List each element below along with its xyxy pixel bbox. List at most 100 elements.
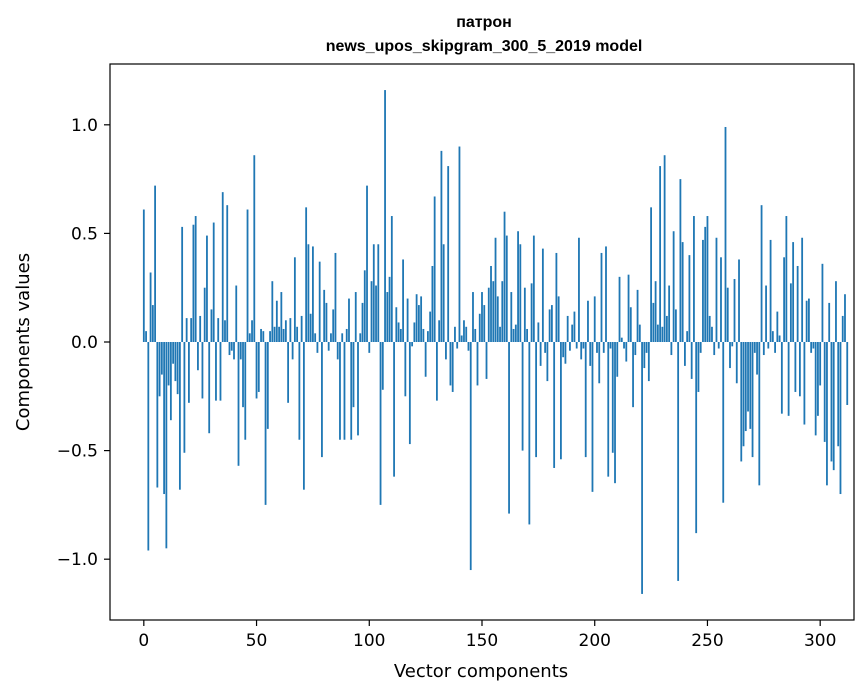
- bar: [438, 320, 441, 342]
- bar: [591, 342, 594, 492]
- bar: [643, 342, 646, 369]
- bar: [812, 342, 815, 349]
- bar: [729, 342, 731, 369]
- bar: [363, 270, 366, 342]
- bar: [275, 300, 278, 342]
- bar: [302, 342, 305, 490]
- bar: [230, 342, 233, 351]
- bar: [569, 342, 571, 351]
- bar: [167, 342, 170, 386]
- bar: [325, 302, 328, 342]
- bar: [476, 342, 479, 386]
- bar: [221, 192, 224, 342]
- bar: [388, 276, 391, 342]
- bar: [756, 342, 758, 375]
- bar: [271, 281, 274, 342]
- bar: [399, 328, 402, 342]
- bar: [354, 292, 357, 342]
- bar: [485, 342, 488, 379]
- bars-group: [142, 90, 849, 594]
- bar: [614, 342, 616, 484]
- bar: [808, 298, 810, 342]
- bar: [512, 328, 515, 342]
- bar: [323, 289, 326, 342]
- bar: [404, 342, 407, 397]
- bar: [609, 342, 612, 349]
- bar: [801, 237, 804, 342]
- bar: [605, 246, 607, 342]
- bar: [638, 324, 641, 342]
- bar: [472, 292, 474, 342]
- x-axis-ticks: 0 50 100 150 200 250 300: [138, 620, 836, 651]
- bar: [663, 155, 666, 342]
- bar: [420, 296, 423, 342]
- y-axis-ticks: −1.0 −0.5 0.0 0.5 1.0: [57, 116, 110, 570]
- bar: [539, 342, 542, 366]
- bar: [145, 331, 147, 342]
- bar: [499, 326, 501, 342]
- bar: [571, 324, 574, 342]
- bar: [722, 342, 725, 503]
- y-tick-label: 0.0: [71, 333, 98, 353]
- bar: [496, 296, 499, 342]
- bar: [733, 279, 736, 342]
- bar: [771, 331, 774, 342]
- bar: [715, 237, 718, 342]
- bar: [690, 342, 693, 379]
- bar: [440, 150, 443, 342]
- bar: [769, 239, 772, 342]
- bar: [629, 307, 632, 342]
- bar: [381, 342, 384, 390]
- bar: [706, 216, 709, 342]
- bar: [776, 311, 779, 342]
- bar: [587, 300, 589, 342]
- bar: [156, 342, 159, 488]
- bar: [305, 207, 308, 342]
- bar: [359, 333, 362, 342]
- bar: [147, 342, 150, 551]
- bar: [194, 216, 197, 342]
- bar: [785, 216, 788, 342]
- bar: [532, 235, 535, 342]
- x-tick-label: 50: [246, 631, 268, 651]
- bar: [169, 342, 172, 421]
- bar: [645, 342, 648, 353]
- bar: [178, 342, 181, 490]
- bar: [233, 342, 235, 360]
- bar: [343, 342, 346, 440]
- bar: [735, 342, 738, 384]
- bar: [426, 331, 429, 342]
- bar: [248, 333, 251, 342]
- bar: [744, 342, 747, 432]
- bar: [659, 166, 662, 342]
- bar: [720, 257, 722, 342]
- bar: [235, 285, 238, 342]
- bar: [580, 342, 583, 360]
- bar: [596, 342, 598, 353]
- bar: [677, 342, 680, 581]
- bar: [535, 342, 538, 458]
- chart-title: патрон: [456, 14, 512, 31]
- bar: [607, 342, 610, 477]
- bar: [251, 320, 253, 342]
- bar: [541, 248, 544, 342]
- bar: [616, 342, 619, 377]
- bar: [460, 335, 463, 342]
- bar: [548, 309, 551, 342]
- bar: [463, 320, 465, 342]
- bar: [711, 326, 713, 342]
- y-axis-label: Components values: [13, 253, 34, 431]
- bar: [521, 342, 524, 451]
- bar: [345, 328, 348, 342]
- bar: [821, 263, 824, 342]
- bar: [819, 342, 822, 386]
- bar: [751, 342, 754, 458]
- bar: [600, 252, 603, 342]
- bar: [357, 342, 359, 436]
- bar: [672, 231, 675, 342]
- bar: [151, 305, 154, 342]
- bar: [523, 287, 526, 342]
- bar: [693, 216, 695, 342]
- bar: [704, 226, 707, 342]
